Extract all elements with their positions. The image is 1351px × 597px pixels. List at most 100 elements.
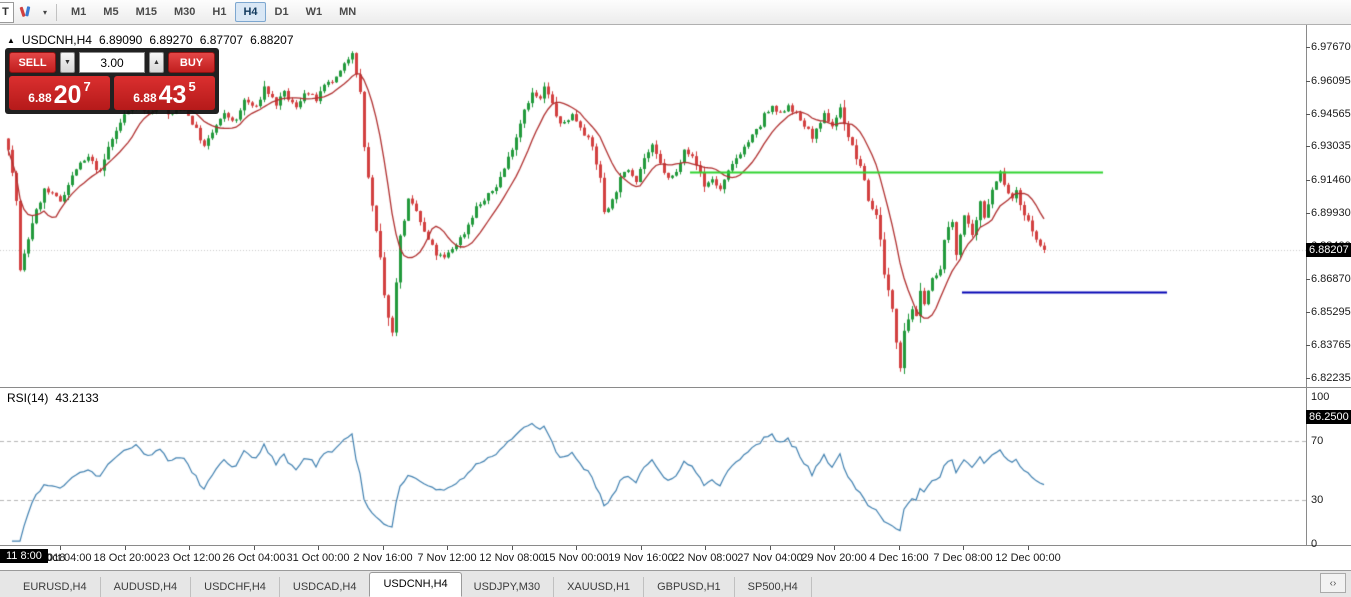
time-axis-label: 7 Nov 12:00	[417, 552, 477, 564]
crayons-dropdown-caret-icon[interactable]: ▾	[42, 7, 47, 17]
rsi-indicator-label: RSI(14) 43.2133	[7, 391, 99, 405]
volume-decrease-button[interactable]: ▼	[60, 52, 75, 73]
rsi-indicator-canvas[interactable]	[0, 388, 1306, 546]
timeframe-button-h1[interactable]: H1	[212, 6, 227, 18]
price-axis-label: 6.86870	[1311, 272, 1351, 285]
time-axis-label: 22 Nov 08:00	[672, 552, 738, 564]
time-axis-tick	[705, 546, 706, 550]
ask-price-big-digits: 43	[158, 81, 187, 109]
timeframe-button-m5[interactable]: M5	[103, 6, 119, 18]
rsi-name: RSI(14)	[7, 391, 49, 405]
chart-tab-usdjpy[interactable]: USDJPY,M30	[461, 577, 555, 597]
timeframe-button-mn[interactable]: MN	[339, 6, 357, 18]
timeframe-button-group: M1 M5 M15 M30 H1 H4 D1 W1 MN	[63, 2, 364, 22]
time-axis-label: 19 Nov 16:00	[608, 552, 674, 564]
trade-panel-collapse-icon[interactable]: ▲	[7, 35, 15, 45]
time-axis-label: 7 Dec 08:00	[933, 552, 993, 564]
one-click-trading-panel: SELL ▼ 3.00 ▲ BUY 6.88 20 7 6.88 43 5	[5, 48, 219, 114]
price-axis-label: 6.94565	[1311, 107, 1351, 120]
timeframe-button-h4[interactable]: H4	[235, 2, 266, 22]
price-axis-tick	[1306, 213, 1310, 214]
time-axis-tick	[576, 546, 577, 550]
price-axis-label: 6.83765	[1311, 339, 1351, 352]
time-axis-label: 31 Oct 00:00	[286, 552, 350, 564]
trade-controls-row: SELL ▼ 3.00 ▲ BUY	[9, 52, 215, 73]
time-axis-tick	[254, 546, 255, 550]
price-axis-tick	[1306, 378, 1310, 379]
time-axis-tick	[318, 546, 319, 550]
price-axis-tick	[1306, 114, 1310, 115]
toolbar-separator	[56, 3, 57, 21]
time-axis-label: 12 Nov 08:00	[479, 552, 545, 564]
chart-tab-sp500[interactable]: SP500,H4	[735, 577, 812, 597]
ohlc-low-value: 6.87707	[199, 33, 244, 47]
tab-scroll-button[interactable]: ‹›	[1320, 573, 1346, 593]
ohlc-high-value: 6.89270	[149, 33, 193, 47]
volume-increase-button[interactable]: ▲	[149, 52, 164, 73]
bid-price-pip-digit: 7	[83, 79, 91, 94]
chart-tabs-bar: EURUSD,H4 AUDUSD,H4 USDCHF,H4 USDCAD,H4 USDC…	[0, 570, 1351, 597]
chart-tab-usdchf[interactable]: USDCHF,H4	[191, 577, 280, 597]
chart-tab-gbpusd[interactable]: GBPUSD,H1	[644, 577, 735, 597]
rsi-axis-label: 0	[1311, 538, 1318, 550]
chart-ohlc-readout: ▲ USDCNH,H4 6.89090 6.89270 6.87707 6.88…	[7, 33, 294, 47]
time-axis-tick	[383, 546, 384, 550]
timeframe-button-m30[interactable]: M30	[173, 6, 196, 18]
time-axis-tick	[899, 546, 900, 550]
ohlc-close-value: 6.88207	[250, 33, 294, 47]
ask-price-pip-digit: 5	[188, 79, 196, 94]
time-axis-tick	[189, 546, 190, 550]
sell-button[interactable]: SELL	[9, 52, 56, 73]
rsi-axis-label: 100	[1311, 391, 1330, 403]
crayons-icon[interactable]	[16, 2, 38, 22]
price-axis-tick	[1306, 180, 1310, 181]
time-marker-badge: 11 8:00	[0, 549, 48, 563]
chart-tab-xauusd[interactable]: XAUUSD,H1	[554, 577, 645, 597]
timeframe-button-m1[interactable]: M1	[71, 6, 87, 18]
chart-tab-list: EURUSD,H4 AUDUSD,H4 USDCHF,H4 USDCAD,H4 USDC…	[10, 572, 812, 597]
ask-price-prefix: 6.88	[133, 91, 157, 105]
bid-price-display[interactable]: 6.88 20 7	[9, 76, 110, 110]
bid-price-prefix: 6.88	[28, 91, 52, 105]
volume-input[interactable]: 3.00	[79, 52, 145, 73]
buy-button[interactable]: BUY	[168, 52, 215, 73]
chart-tab-usdcnh[interactable]: USDCNH,H4	[369, 572, 462, 597]
toolbar-text-tool[interactable]: T	[0, 1, 14, 23]
trade-quotes-row: 6.88 20 7 6.88 43 5	[9, 76, 215, 110]
time-axis-label: 2 Nov 16:00	[353, 552, 413, 564]
bid-price-big-digits: 20	[53, 81, 82, 109]
price-axis-label: 6.93035	[1311, 140, 1351, 153]
timeframe-button-d1[interactable]: D1	[274, 6, 289, 18]
price-axis-label: 6.96095	[1311, 74, 1351, 87]
time-axis-tick	[125, 546, 126, 550]
price-axis-tick	[1306, 345, 1310, 346]
ask-price-display[interactable]: 6.88 43 5	[114, 76, 215, 110]
time-axis-label: 26 Oct 04:00	[222, 552, 286, 564]
timeframe-button-w1[interactable]: W1	[305, 6, 323, 18]
current-price-badge: 6.88207	[1306, 243, 1351, 257]
time-axis-label: 15 Nov 00:00	[543, 552, 609, 564]
price-axis-label: 6.97670	[1311, 40, 1351, 53]
time-axis-tick	[963, 546, 964, 550]
time-axis-label: 12 Dec 00:00	[995, 552, 1061, 564]
price-axis-label: 6.89930	[1311, 206, 1351, 219]
time-axis-tick	[512, 546, 513, 550]
time-axis-tick	[641, 546, 642, 550]
time-axis-tick	[1028, 546, 1029, 550]
timeframe-button-m15[interactable]: M15	[135, 6, 157, 18]
indicator-splitter[interactable]	[0, 387, 1351, 388]
chart-tab-audusd[interactable]: AUDUSD,H4	[101, 577, 192, 597]
price-axis-tick	[1306, 146, 1310, 147]
symbol-timeframe-label: USDCNH,H4	[21, 33, 92, 47]
time-axis-label: 23 Oct 12:00	[157, 552, 221, 564]
chart-tab-usdcad[interactable]: USDCAD,H4	[280, 577, 371, 597]
time-axis-label: 27 Nov 04:00	[737, 552, 803, 564]
time-axis-year-fragment: 018	[47, 552, 66, 564]
rsi-axis-label: 70	[1311, 435, 1324, 448]
rsi-level-badge: 86.2500	[1306, 410, 1351, 424]
price-axis-border	[1306, 25, 1307, 546]
time-axis-label: 18 Oct 20:00	[93, 552, 157, 564]
chart-tab-eurusd[interactable]: EURUSD,H4	[10, 577, 101, 597]
rsi-value: 43.2133	[55, 391, 99, 405]
